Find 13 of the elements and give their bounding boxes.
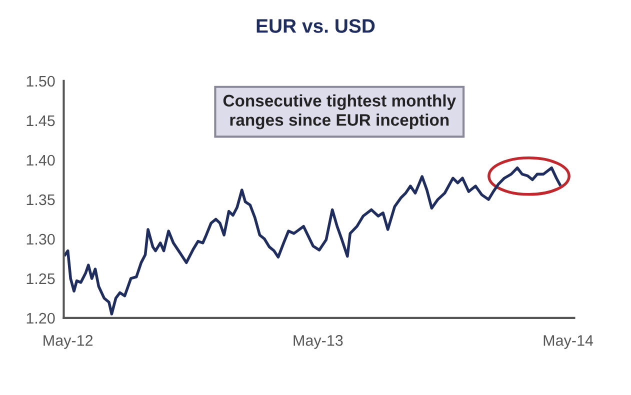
y-tick-label: 1.50 [26,76,55,87]
x-tick-label: May-13 [294,335,343,349]
y-tick-label: 1.25 [26,273,55,284]
y-tick-label: 1.35 [26,194,55,206]
x-tick-label: May-12 [44,335,93,349]
y-tick-label: 1.30 [26,234,55,245]
chart-title: EUR vs. USD [256,19,375,33]
y-tick-label: 1.40 [26,154,55,166]
line-series [64,166,562,316]
x-tick-label: May-14 [544,335,594,349]
annotation: Consecutive tightest monthly ranges since EUR inception [223,94,456,130]
y-tick-label: 1.45 [26,116,55,126]
y-tick-label: 1.20 [26,312,55,324]
